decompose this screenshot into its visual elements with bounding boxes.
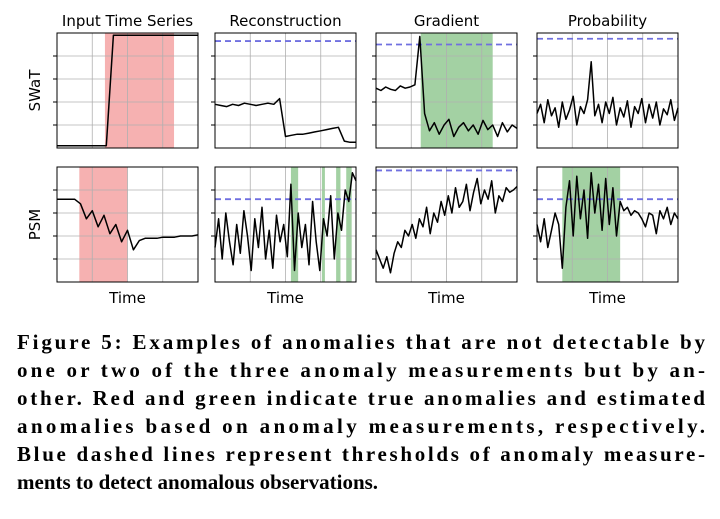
series-line (536, 61, 679, 129)
anomaly-span (336, 167, 341, 282)
series-line (375, 35, 518, 138)
caption-line: Blue dashed lines represent thresholds o… (17, 442, 705, 466)
caption-line: other. Red and green indicate true anoma… (17, 386, 705, 410)
panel-frame (56, 166, 199, 283)
anomaly-span (346, 167, 352, 282)
x-axis-label: Time (108, 289, 146, 307)
series-line (57, 34, 198, 147)
panel-frame (56, 32, 199, 149)
column-title: Reconstruction (229, 12, 341, 30)
x-axis-label: Time (588, 289, 626, 307)
column-title: Gradient (414, 12, 479, 30)
caption-line: Figure 5: Examples of anomalies that are… (17, 330, 706, 354)
column-title: Input Time Series (62, 12, 193, 30)
anomaly-span (290, 167, 299, 282)
panel (372, 32, 518, 149)
panel (533, 166, 679, 283)
anomaly-span (104, 33, 175, 148)
panel (53, 166, 199, 283)
panel-frame (536, 166, 679, 283)
anomaly-span (79, 167, 128, 282)
panel (533, 32, 679, 149)
row-label: PSM (26, 209, 44, 241)
series-line (57, 198, 199, 251)
series-line (214, 172, 357, 272)
panel-frame (536, 32, 679, 149)
panels (53, 32, 679, 283)
row-label: SWaT (26, 69, 44, 112)
x-axis-label: Time (427, 289, 465, 307)
panel-frame (375, 32, 518, 149)
series-line (375, 177, 518, 274)
panel-frame (214, 32, 357, 149)
panel (211, 32, 357, 149)
panel-frame (375, 166, 518, 283)
x-axis-label: Time (266, 289, 304, 307)
panel (53, 32, 199, 149)
panel (211, 166, 357, 283)
column-title: Probability (568, 12, 647, 30)
series-line (536, 172, 679, 269)
caption-line: one or two of the three anomaly measurem… (17, 358, 705, 382)
caption-line: ments to detect anomalous observations. (17, 470, 378, 494)
panel-frame (214, 166, 357, 283)
series-line (214, 97, 356, 144)
panel (372, 166, 518, 283)
caption-line: anomalies based on anomaly measurements,… (17, 414, 705, 438)
